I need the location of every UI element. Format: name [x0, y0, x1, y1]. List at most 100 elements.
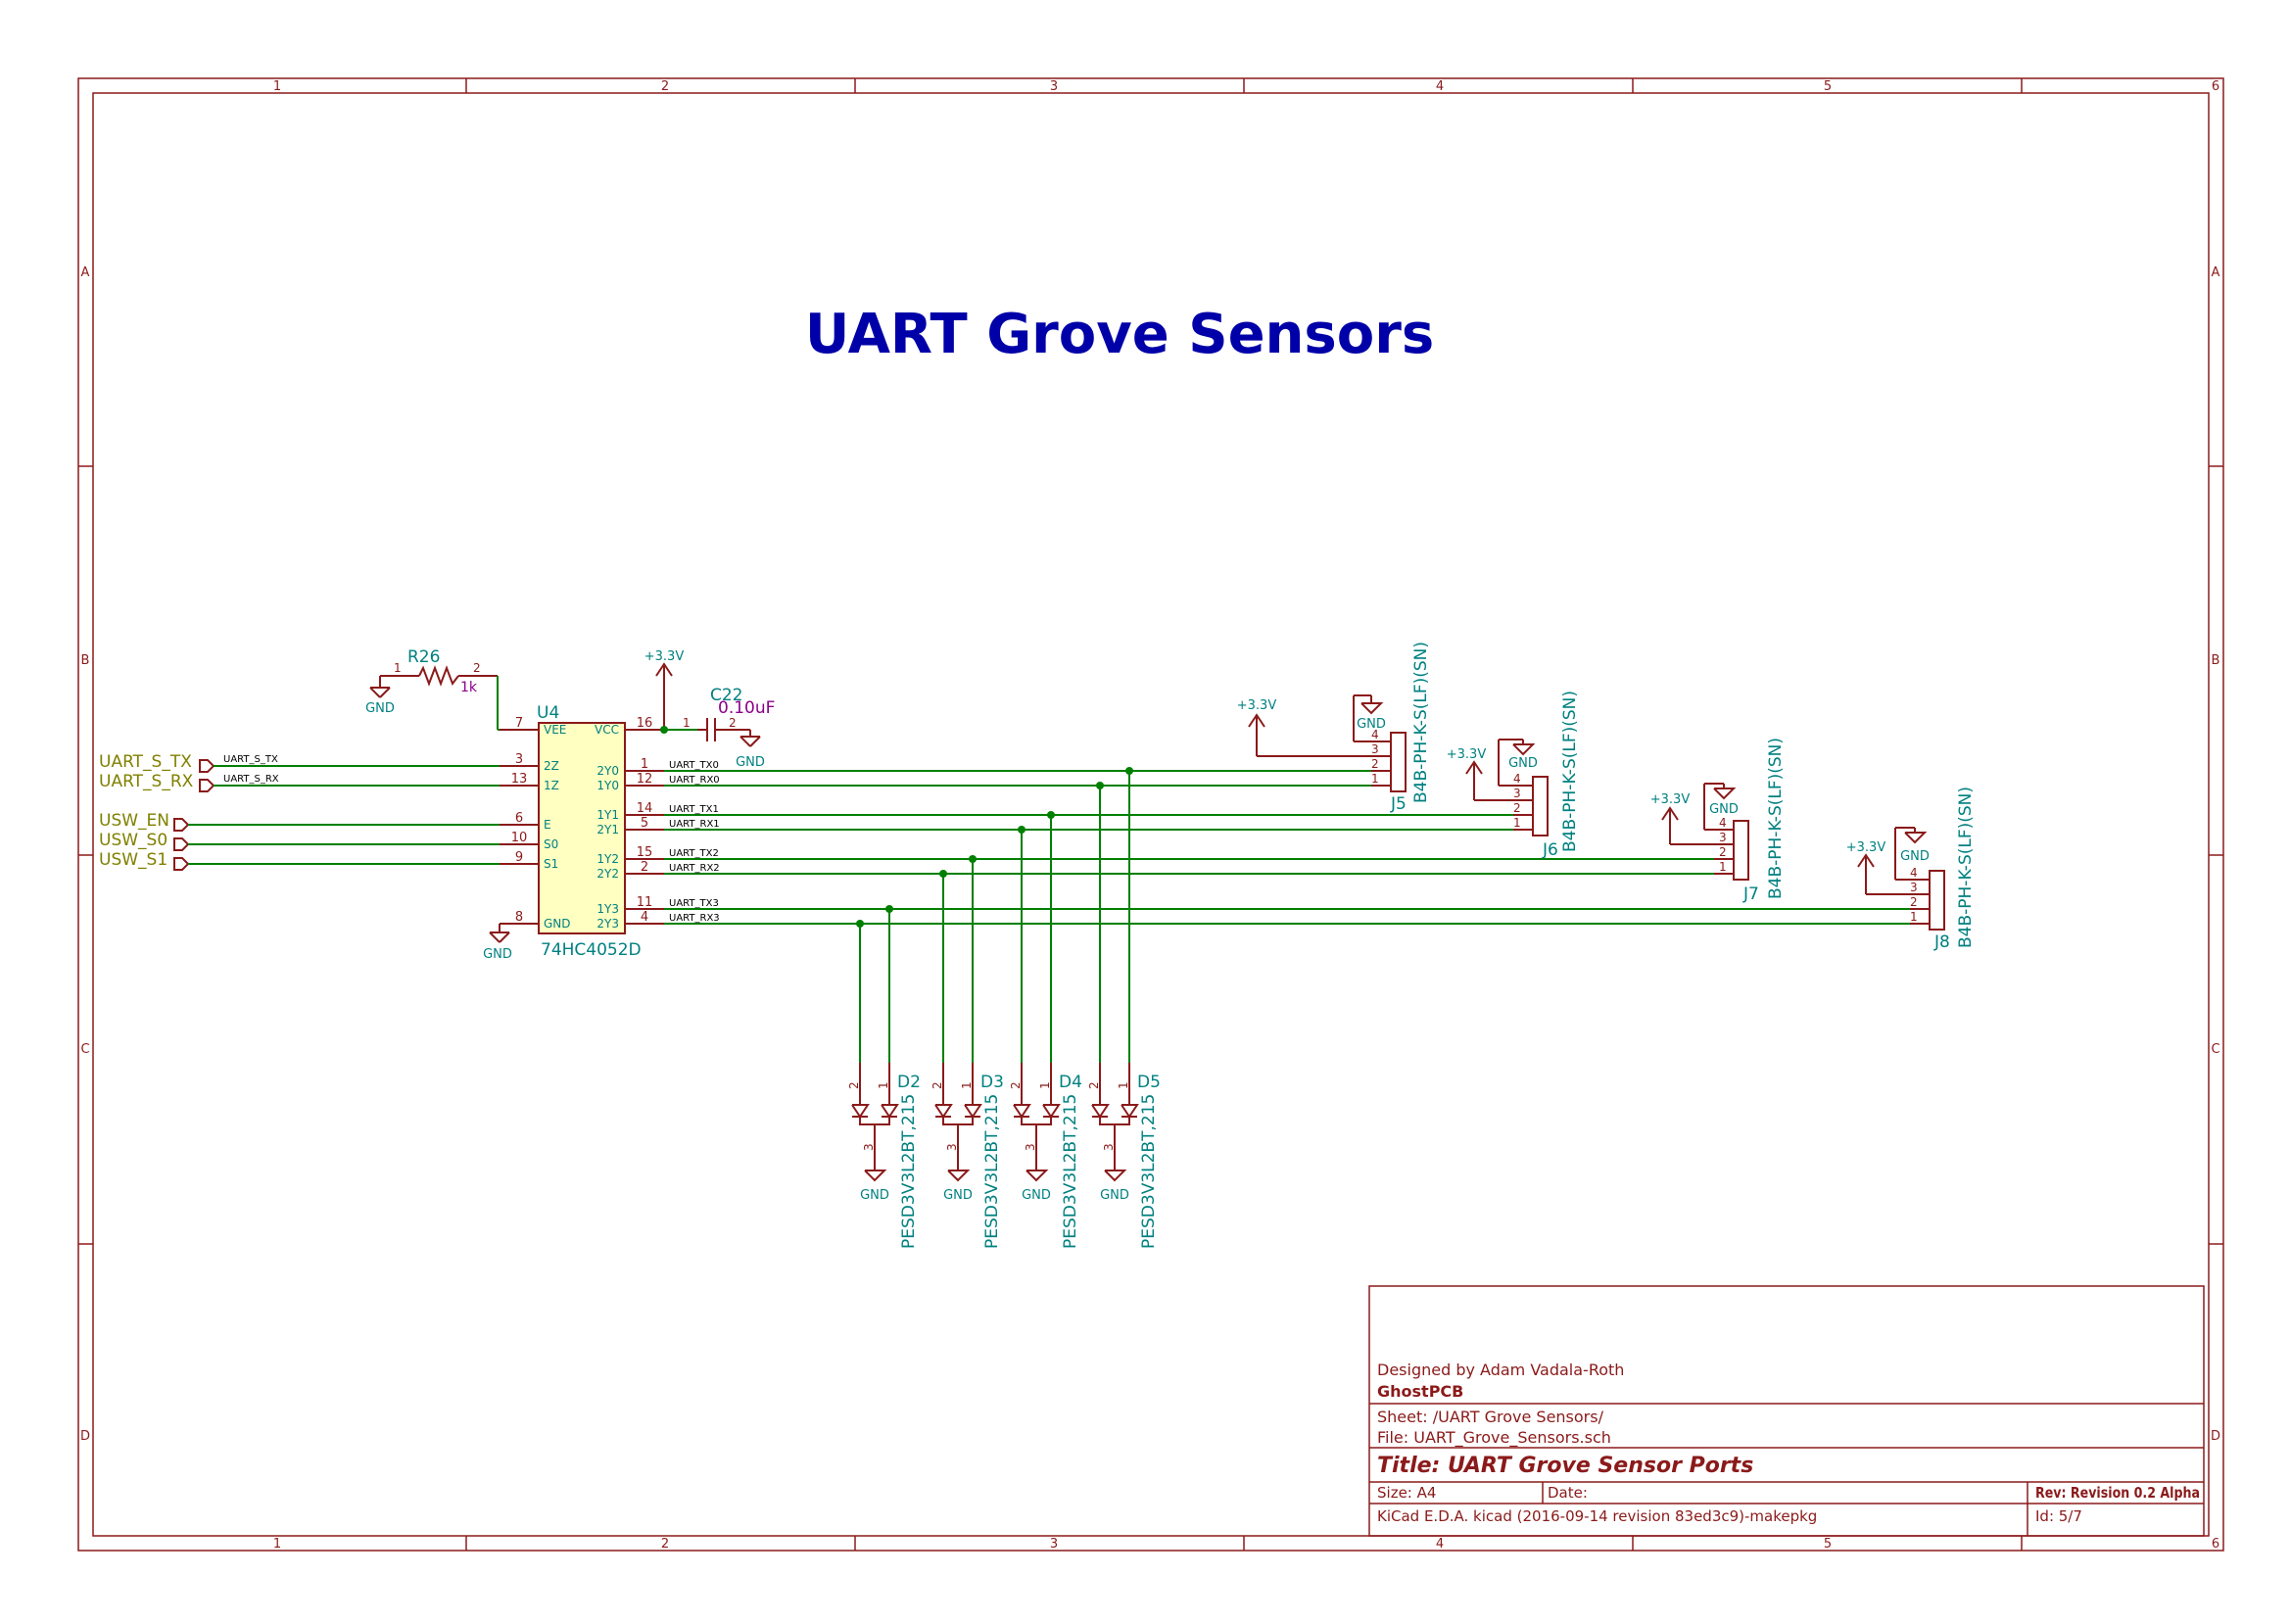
d5-gnd-label: GND [1100, 1188, 1129, 1203]
kicad-version: KiCad E.D.A. kicad (2016-09-14 revision … [1377, 1507, 1817, 1525]
u4-pin-name: 2Z [544, 759, 559, 773]
frame-row-label: A [81, 265, 90, 280]
output-wires: UART_TX0 UART_RX0 UART_TX1 UART_RX1 UART… [664, 760, 1910, 1063]
r26-pin2: 2 [473, 661, 481, 675]
d4-part: PESD3V3L2BT,215 [1061, 1094, 1080, 1249]
connector-j5: 4 3 2 1 J5 B4B-PH-K-S(LF)(SN) GND +3.3V [1237, 642, 1431, 814]
net-label-uart-tx1: UART_TX1 [669, 804, 719, 815]
hier-label-usw-s1: USW_S1 [99, 850, 167, 870]
u4-ref: U4 [537, 703, 559, 723]
u4-pin-num: 5 [641, 816, 648, 831]
frame-col-label-bottom: 5 [1824, 1537, 1832, 1552]
d3-pin: 3 [945, 1143, 959, 1151]
d2-pin: 2 [847, 1081, 861, 1089]
j6-pin: 2 [1513, 801, 1521, 815]
frame-row-label-right: B [2212, 653, 2220, 668]
u4-pin-num: 8 [515, 910, 523, 925]
u4-pin-num: 3 [515, 752, 523, 767]
esd-diodes: 2 1 3 D2 PESD3V3L2BT,215 GND 2 1 3 D3 PE… [847, 1063, 1161, 1249]
j5-gnd-label: GND [1357, 717, 1386, 732]
hier-label-usw-en: USW_EN [99, 811, 169, 831]
hierarchical-labels: UART_S_TX UART_S_RX USW_EN USW_S0 USW_S1 [99, 752, 215, 871]
net-label-uart-rx2: UART_RX2 [669, 863, 720, 874]
u4-pin-name: VEE [544, 723, 566, 737]
d2-gnd-label: GND [860, 1188, 889, 1203]
u4-pin-name: 1Y3 [596, 902, 619, 916]
d3-pin: 2 [930, 1081, 944, 1089]
frame-row-label-right: C [2211, 1042, 2219, 1057]
frame-col-label-bottom: 2 [661, 1537, 669, 1552]
frame-col-label: 5 [1824, 79, 1832, 94]
c22-pin1: 1 [683, 716, 691, 730]
d3-pin: 1 [960, 1081, 974, 1089]
d3-gnd-label: GND [943, 1188, 973, 1203]
j5-v33-label: +3.3V [1237, 698, 1277, 713]
revision: Rev: Revision 0.2 Alpha [2035, 1484, 2200, 1502]
file-name: File: UART_Grove_Sensors.sch [1377, 1428, 1611, 1448]
j7-v33-label: +3.3V [1650, 792, 1691, 807]
j5-pin: 1 [1371, 772, 1379, 786]
u4-pin-num: 2 [641, 860, 648, 875]
r26-value: 1k [460, 680, 478, 695]
d4-gnd-label: GND [1022, 1188, 1051, 1203]
connector-j7: 4 3 2 1 J7 B4B-PH-K-S(LF)(SN) GND +3.3V [1650, 738, 1786, 904]
j8-part: B4B-PH-K-S(LF)(SN) [1956, 787, 1976, 948]
frame-col-label: 3 [1050, 79, 1058, 94]
j8-gnd-label: GND [1900, 849, 1930, 864]
c22-pin2: 2 [729, 716, 737, 730]
r26-ref: R26 [407, 647, 440, 667]
d5-part: PESD3V3L2BT,215 [1139, 1094, 1159, 1249]
j6-part: B4B-PH-K-S(LF)(SN) [1560, 691, 1580, 852]
u4-pin-name: GND [544, 917, 571, 931]
net-label-uart-s-rx: UART_S_RX [223, 774, 279, 785]
d4-pin: 3 [1024, 1143, 1037, 1151]
u4-pin-name: 2Y3 [596, 917, 619, 931]
u4-pin-num: 11 [637, 895, 653, 910]
d5-pin: 1 [1117, 1081, 1130, 1089]
j5-pin: 4 [1371, 728, 1379, 741]
j5-pin: 2 [1371, 757, 1379, 771]
frame-row-label: B [81, 653, 90, 668]
d2-part: PESD3V3L2BT,215 [899, 1094, 919, 1249]
j8-ref: J8 [1933, 932, 1950, 952]
j7-part: B4B-PH-K-S(LF)(SN) [1766, 738, 1786, 899]
frame-col-label-bottom: 3 [1050, 1537, 1058, 1552]
u4-pin-num: 6 [515, 811, 523, 826]
d2-ref: D2 [897, 1073, 921, 1092]
net-label-uart-tx3: UART_TX3 [669, 898, 719, 909]
frame-col-label: 1 [273, 79, 281, 94]
d3-ref: D3 [980, 1073, 1004, 1092]
date-field: Date: [1548, 1484, 1588, 1502]
d5-ref: D5 [1137, 1073, 1161, 1092]
j5-part: B4B-PH-K-S(LF)(SN) [1411, 642, 1431, 803]
j7-pin: 3 [1719, 831, 1727, 844]
d2-pin: 3 [862, 1143, 876, 1151]
diode-d3: 2 1 3 D3 PESD3V3L2BT,215 GND [930, 1063, 1004, 1249]
vcc-power-label: +3.3V [644, 649, 685, 664]
sheet-title: UART Grove Sensors [805, 303, 1434, 366]
d4-pin: 2 [1009, 1081, 1023, 1089]
u4-pin-name: 1Y2 [596, 852, 619, 866]
r26-gnd-label: GND [365, 701, 395, 716]
j8-pin: 3 [1910, 881, 1918, 894]
c22-value: 0.10uF [718, 698, 775, 718]
j8-v33-label: +3.3V [1846, 840, 1886, 855]
diode-d5: 2 1 3 D5 PESD3V3L2BT,215 GND [1087, 1063, 1161, 1249]
j6-ref: J6 [1542, 840, 1558, 860]
drawing-frame: 1 2 3 4 5 6 1 2 3 4 5 6 A B C D A B C D [77, 77, 2224, 1552]
j8-pin: 4 [1910, 866, 1918, 880]
j5-pin: 3 [1371, 742, 1379, 756]
frame-col-label-bottom: 6 [2212, 1537, 2219, 1552]
u4-pin-num: 10 [511, 831, 528, 845]
u4-pin-name: VCC [595, 723, 619, 737]
net-label-uart-tx0: UART_TX0 [669, 760, 719, 771]
d5-pin: 3 [1102, 1143, 1116, 1151]
vcc-rail: +3.3V [644, 649, 697, 734]
c22-ref: C22 [710, 686, 743, 705]
u4-pin-num: 9 [515, 850, 523, 865]
u4-pin-num: 1 [641, 757, 648, 772]
j6-pin: 1 [1513, 816, 1521, 830]
net-label-uart-tx2: UART_TX2 [669, 848, 719, 859]
j6-pin: 3 [1513, 787, 1521, 800]
j7-pin: 1 [1719, 860, 1727, 874]
